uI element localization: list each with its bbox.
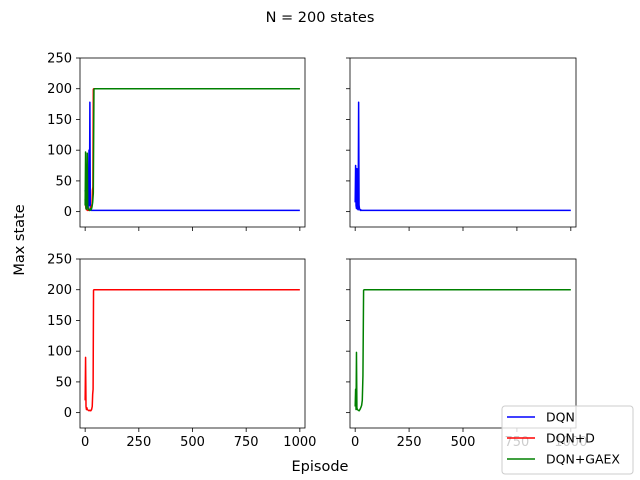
panel-top-right xyxy=(346,57,577,231)
y-tick-label: 50 xyxy=(55,375,72,390)
x-tick-label: 500 xyxy=(180,435,205,450)
y-tick-label: 200 xyxy=(47,82,72,97)
legend-label: DQN xyxy=(546,410,575,425)
legend-label: DQN+D xyxy=(546,431,595,446)
series-line-dqn-gaex xyxy=(84,87,300,212)
panel-top-left: 0 50 100 150 200 250 xyxy=(47,52,306,231)
series-line-dqn-d xyxy=(84,288,300,412)
legend-box xyxy=(501,405,634,475)
y-tick-label: 150 xyxy=(47,113,72,128)
axes-frame xyxy=(79,57,306,228)
axes-frame xyxy=(79,258,306,429)
y-tick-label: 50 xyxy=(55,174,72,189)
suptitle: N = 200 states xyxy=(266,10,375,26)
y-tick-label: 0 xyxy=(64,205,72,220)
legend: DQN DQN+D DQN+GAEX xyxy=(501,405,634,475)
x-tick-label: 750 xyxy=(234,435,259,450)
y-tick-label: 250 xyxy=(47,253,72,268)
y-tick-label: 150 xyxy=(47,314,72,329)
x-tick-label: 1000 xyxy=(283,435,316,450)
x-tick-label: 250 xyxy=(397,435,422,450)
series-line-dqn xyxy=(354,101,571,212)
y-tick-label: 250 xyxy=(47,52,72,67)
panel-bottom-left: 0 250 500 750 1000 0 50 100 150 200 250 xyxy=(47,253,316,451)
series-line-dqn-gaex xyxy=(354,288,571,412)
y-tick-label: 200 xyxy=(47,283,72,298)
y-tick-label: 100 xyxy=(47,144,72,159)
series-line-dqn xyxy=(84,101,300,212)
x-tick-label: 0 xyxy=(351,435,359,450)
y-tick-label: 0 xyxy=(64,406,72,421)
x-axis-label: Episode xyxy=(292,459,349,475)
y-tick-label: 100 xyxy=(47,345,72,360)
x-tick-label: 250 xyxy=(126,435,151,450)
panels: 0 50 100 150 200 250 0 250 500 750 1000 0 50 100 150 20… xyxy=(47,52,587,451)
series-line-dqn-d xyxy=(84,87,300,212)
axes-frame xyxy=(349,57,577,228)
y-axis-label: Max state xyxy=(12,204,28,275)
x-tick-label: 0 xyxy=(81,435,89,450)
axes-frame xyxy=(349,258,577,429)
legend-label: DQN+GAEX xyxy=(546,452,620,467)
x-tick-label: 500 xyxy=(451,435,476,450)
